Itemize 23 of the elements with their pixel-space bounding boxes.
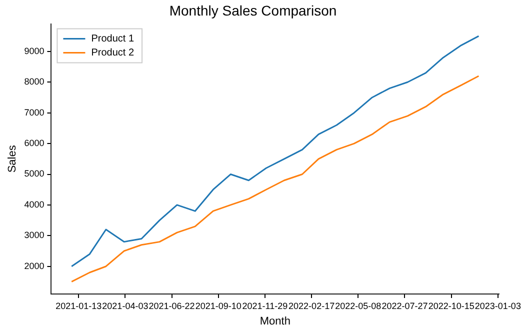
y-axis-title: Sales [6,144,19,173]
x-tick-label: 2021-04-03 [102,300,148,311]
legend-label: Product 1 [91,34,134,45]
x-tick-label: 2021-09-10 [195,300,242,311]
y-tick-label: 5000 [24,168,44,179]
x-tick-label: 2023-01-03 [474,300,521,311]
y-tick-label: 4000 [24,199,44,210]
x-tick-label: 2022-10-15 [428,300,474,311]
x-tick-label: 2021-01-13 [56,300,102,311]
y-tick-label: 9000 [24,46,44,56]
x-tick-label: 2022-05-08 [335,300,382,311]
y-tick-label: 7000 [24,107,44,118]
x-tick-label: 2022-02-17 [288,300,335,311]
x-tick-label: 2021-11-29 [242,300,288,311]
y-tick-label: 2000 [24,260,44,271]
chart-title: Monthly Sales Comparison [169,2,337,18]
x-axis-title: Month [260,315,290,328]
y-tick-label: 3000 [24,230,44,240]
legend-label: Product 2 [91,48,134,59]
x-tick-label: 2022-07-27 [382,300,428,311]
y-tick-label: 6000 [24,138,44,148]
x-tick-label: 2021-06-22 [148,300,195,311]
y-tick-label: 8000 [24,76,44,87]
